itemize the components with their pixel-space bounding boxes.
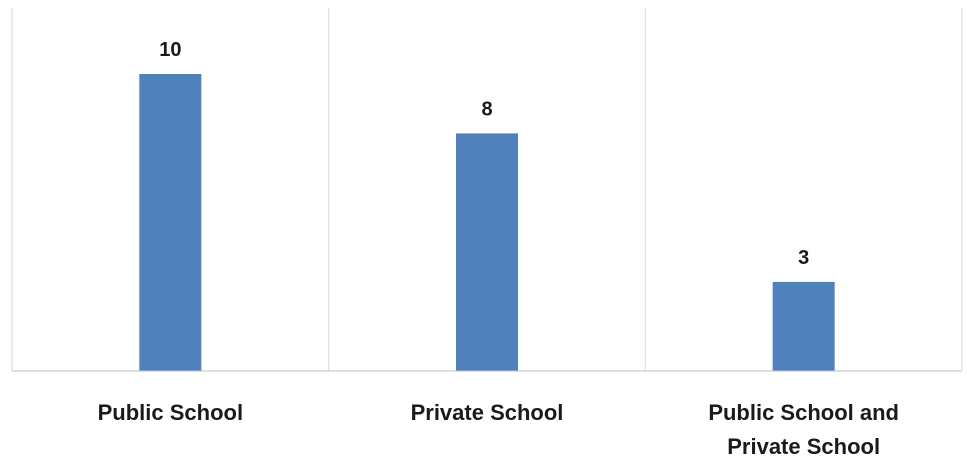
bar: [456, 133, 518, 371]
category-separators: [11, 8, 963, 371]
bar: [772, 281, 835, 371]
category-labels-group: Public School Private School Public School…: [98, 400, 899, 459]
data-label: 10: [159, 39, 181, 61]
category-label-line: Public School: [98, 400, 243, 425]
category-label: Public School: [98, 400, 243, 425]
category-label: Private School: [411, 400, 564, 425]
category-label-line: Private School: [727, 434, 880, 459]
category-label: Public School and Private School: [708, 400, 899, 459]
data-label: 3: [798, 247, 809, 269]
category-label-line: Private School: [411, 400, 564, 425]
data-label: 8: [481, 98, 492, 120]
category-label-line: Public School and: [708, 400, 899, 425]
data-labels-group: 10 8 3: [159, 39, 809, 269]
bars-group: [139, 74, 835, 371]
bar: [139, 74, 202, 371]
